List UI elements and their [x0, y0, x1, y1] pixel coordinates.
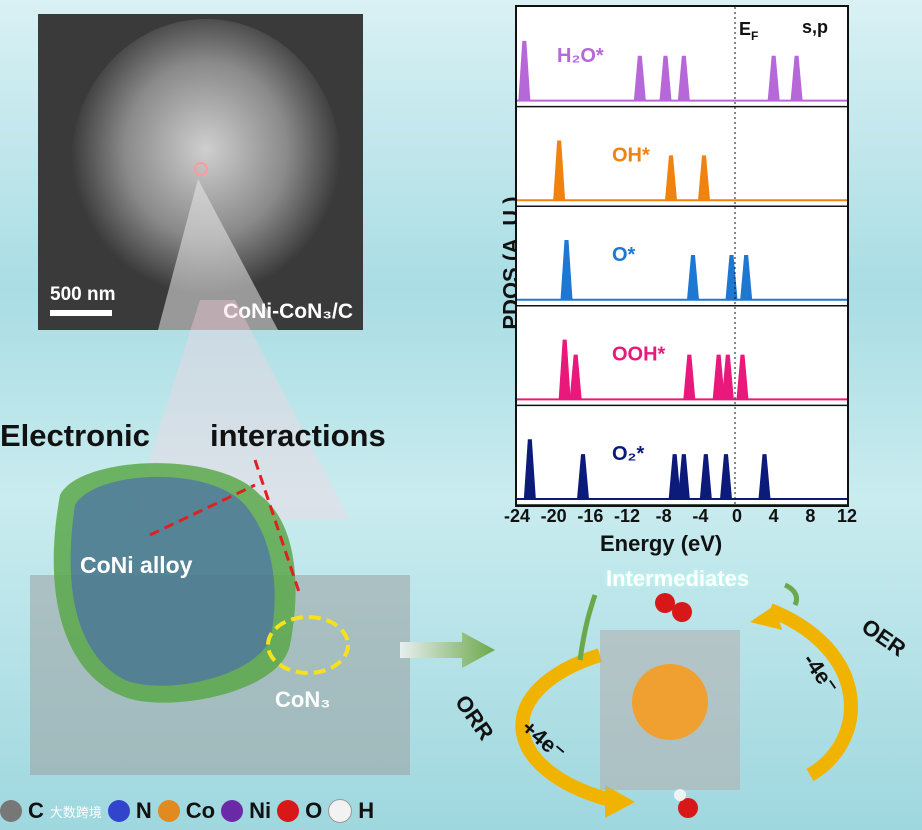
pdos-series-label: O₂*	[612, 443, 644, 465]
x-tick-label: -4	[692, 506, 709, 526]
nickel-ball-icon	[221, 800, 244, 822]
pdos-peak	[790, 55, 803, 101]
pdos-x-axis-label: Energy (eV)	[600, 531, 723, 556]
pdos-peak	[668, 454, 681, 499]
oer-label: OER	[857, 614, 910, 662]
pdos-peak	[720, 454, 732, 499]
pdos-series-label: H₂O*	[557, 45, 604, 67]
pdos-peak	[698, 155, 710, 201]
pdos-peak	[558, 339, 571, 400]
pdos-peak	[553, 140, 566, 201]
x-tick-label: 0	[731, 506, 743, 526]
legend-n: N	[135, 798, 152, 823]
alloy-structure-illustration: CoNi alloy CoN₃	[30, 459, 410, 775]
pdos-peak	[523, 439, 536, 499]
pdos-peak	[577, 454, 589, 499]
intermediates-label: Intermediates	[606, 566, 750, 591]
interactions-label: interactions	[210, 418, 386, 453]
pdos-series-label: OOH*	[612, 344, 666, 366]
legend-c: C	[28, 798, 44, 823]
x-tick-label: -24	[503, 506, 531, 526]
x-tick-label: 8	[805, 506, 816, 526]
pdos-chart: H₂O* OH* O* OOH* O₂* EF s,p	[515, 5, 849, 507]
pdos-peak	[659, 55, 672, 101]
oxygen-ball-icon	[277, 800, 300, 822]
legend-h: H	[358, 798, 375, 823]
x-tick-label: -20	[540, 506, 567, 526]
hydrogen-ball-icon	[328, 799, 353, 823]
pdos-peak	[569, 354, 582, 400]
orbital-label: s,p	[802, 17, 828, 37]
carbon-ball-icon	[0, 800, 22, 822]
transition-arrow	[400, 632, 495, 668]
pdos-peak	[518, 40, 531, 101]
electronic-label: Electronic	[0, 418, 150, 453]
x-tick-label: -8	[655, 506, 672, 526]
scale-bar-label: 500 nm	[50, 284, 116, 305]
x-tick-label: -12	[613, 506, 641, 526]
catalyst-graphene-graphic	[600, 630, 740, 790]
pdos-peak	[721, 354, 734, 400]
pdos-peak	[736, 354, 749, 400]
pdos-peak	[677, 55, 690, 101]
pdos-peak	[683, 354, 696, 400]
x-tick-label: -16	[577, 506, 604, 526]
watermark: 大数跨境	[49, 804, 102, 820]
pdos-peak	[758, 454, 771, 499]
nitrogen-ball-icon	[107, 800, 130, 822]
pdos-peak	[712, 354, 725, 400]
pdos-series-label: OH*	[612, 144, 650, 166]
legend-co: Co	[185, 798, 216, 823]
pdos-peak	[687, 254, 699, 300]
sample-label: CoNi-CoN₃/C	[223, 300, 353, 323]
cobalt-ball-icon	[157, 800, 180, 822]
pdos-peak	[633, 55, 646, 101]
orr-label: ORR	[450, 690, 499, 744]
x-tick-label: 12	[836, 506, 858, 526]
sem-image-panel: 500 nm CoNi-CoN₃/C	[38, 14, 363, 330]
pdos-peak	[665, 155, 677, 201]
o2-molecule-icon	[655, 593, 675, 613]
water-molecule-icon	[678, 798, 698, 818]
fermi-level-label: EF	[739, 19, 758, 43]
pdos-series-label: O*	[612, 244, 636, 266]
element-legend: C 大数跨境 N Co Ni O H	[0, 796, 374, 826]
pdos-peak	[767, 55, 780, 101]
pdos-peak	[677, 454, 690, 499]
scale-bar	[50, 310, 112, 316]
pdos-peak	[725, 254, 738, 300]
legend-ni: Ni	[249, 798, 272, 823]
con3-label: CoN₃	[275, 687, 330, 712]
sem-particle-graphic	[38, 14, 363, 330]
coni-alloy-label: CoNi alloy	[80, 552, 193, 578]
pdos-peak	[699, 454, 712, 499]
pdos-peak	[560, 240, 573, 300]
legend-o: O	[305, 798, 323, 823]
pdos-peak	[740, 254, 753, 300]
catalytic-cycle: ORR +4e⁻ OER -4e⁻	[450, 582, 911, 818]
x-tick-label: 4	[768, 506, 779, 526]
